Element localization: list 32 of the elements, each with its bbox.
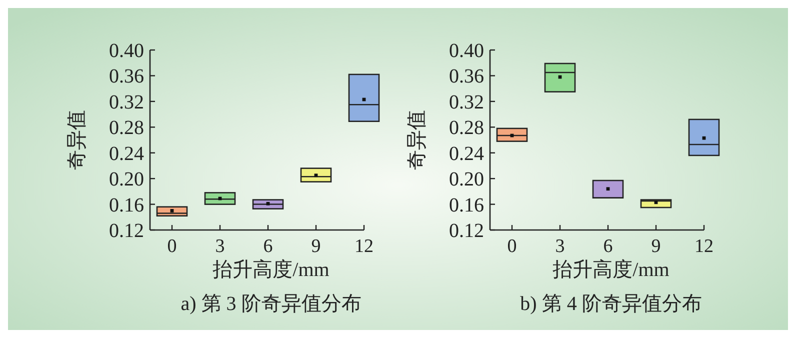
y-tick-label: 0.12 bbox=[109, 220, 144, 242]
x-tick-label: 12 bbox=[694, 236, 714, 257]
y-tick-label: 0.24 bbox=[109, 142, 144, 165]
y-tick-label: 0.20 bbox=[109, 168, 144, 191]
y-axis-title: 奇异值 bbox=[406, 110, 428, 170]
x-axis-title: 抬升高度/mm bbox=[212, 258, 330, 281]
y-tick-label: 0.36 bbox=[109, 66, 144, 88]
y-tick-label: 0.36 bbox=[449, 66, 484, 88]
y-tick-label: 0.28 bbox=[449, 117, 484, 140]
y-tick-label: 0.40 bbox=[109, 40, 144, 62]
y-tick-label: 0.20 bbox=[449, 168, 484, 191]
x-tick-label: 9 bbox=[651, 236, 661, 257]
y-tick-label: 0.28 bbox=[109, 117, 144, 140]
y-tick-label: 0.32 bbox=[449, 91, 484, 114]
x-tick-label: 3 bbox=[555, 236, 565, 257]
x-tick-label: 0 bbox=[507, 236, 517, 257]
y-tick-label: 0.32 bbox=[109, 91, 144, 114]
y-tick-label: 0.12 bbox=[449, 220, 484, 242]
x-axis-title: 抬升高度/mm bbox=[552, 258, 670, 281]
y-tick-label: 0.40 bbox=[449, 40, 484, 62]
y-tick-label: 0.16 bbox=[109, 194, 144, 216]
y-tick-label: 0.24 bbox=[449, 142, 484, 165]
x-tick-label: 3 bbox=[215, 236, 225, 257]
x-tick-label: 6 bbox=[263, 236, 273, 257]
x-tick-label: 9 bbox=[311, 236, 321, 257]
text: a) 第 3 阶奇异值分布 bbox=[180, 293, 362, 315]
x-tick-label: 6 bbox=[603, 236, 613, 257]
text: b) 第 4 阶奇异值分布 bbox=[520, 293, 702, 315]
y-tick-label: 0.16 bbox=[449, 194, 484, 216]
y-axis-title: 奇异值 bbox=[66, 110, 88, 170]
x-tick-label: 0 bbox=[167, 236, 177, 257]
x-tick-label: 12 bbox=[354, 236, 374, 257]
